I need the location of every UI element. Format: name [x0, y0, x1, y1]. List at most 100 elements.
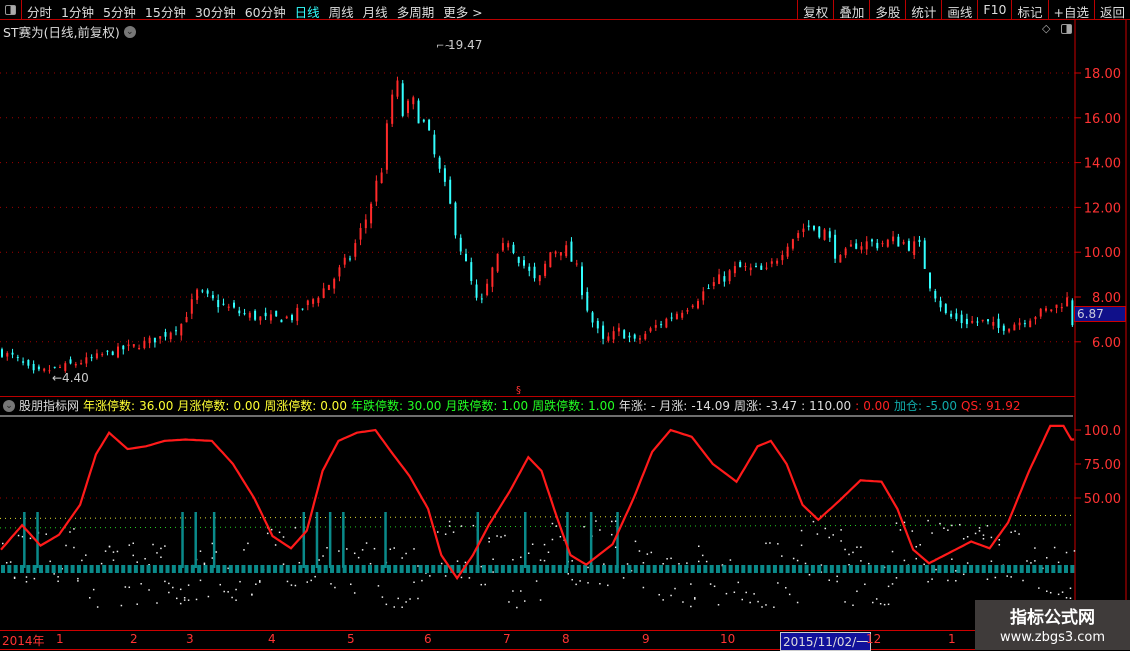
event-marker-icon[interactable]: § [516, 385, 521, 396]
panel-icon[interactable] [1061, 24, 1072, 34]
candle [1008, 328, 1011, 334]
scatter-dot [982, 538, 985, 540]
scatter-dot [990, 560, 993, 562]
indicator-field-label: 周涨停数: [264, 399, 317, 413]
candle [227, 303, 230, 311]
scatter-dot [235, 588, 237, 591]
candle [169, 331, 172, 343]
tab-period[interactable]: 分时 [27, 5, 53, 20]
candle [581, 262, 583, 300]
tab-period[interactable]: 日线 [294, 5, 320, 20]
candle [90, 354, 93, 362]
watermark-url: www.zbgs3.com [999, 630, 1106, 645]
scatter-dot [112, 551, 115, 553]
scatter-dot [460, 576, 463, 579]
time-label: 3 [186, 632, 194, 646]
candle [291, 313, 293, 323]
scatter-dot [1042, 567, 1044, 570]
scatter-dot [425, 572, 427, 574]
scatter-dot [508, 601, 510, 603]
toolbar-button[interactable]: 返回 [1093, 0, 1130, 20]
toolbar-button[interactable]: 统计 [905, 0, 941, 20]
base-bar [545, 565, 550, 573]
toolbar-button[interactable]: +自选 [1047, 0, 1094, 20]
scatter-dot [211, 542, 214, 545]
base-bar [640, 565, 645, 573]
base-bar [152, 565, 157, 573]
base-bar [494, 565, 499, 573]
candle [855, 239, 858, 250]
base-bar [829, 565, 834, 573]
panel-toggle-button[interactable] [0, 0, 22, 19]
chevron-down-icon[interactable]: ⌄ [123, 25, 136, 38]
base-bar [1026, 565, 1031, 573]
high-price-label: 19.47 [448, 38, 482, 52]
scatter-dot [911, 530, 914, 532]
tab-period[interactable]: 多周期 [396, 5, 435, 20]
toolbar-button[interactable]: 多股 [869, 0, 905, 20]
scatter-dot [156, 602, 158, 604]
scatter-dot [820, 571, 823, 573]
scatter-dot [77, 580, 79, 582]
toolbar-button[interactable]: 画线 [941, 0, 977, 20]
candle [718, 268, 721, 285]
base-bar [589, 565, 594, 573]
scatter-dot [199, 579, 202, 582]
scatter-dot [955, 580, 957, 582]
candle [1013, 322, 1016, 331]
time-label: 2 [130, 632, 138, 646]
indicator-field-value: -3.47 [766, 398, 798, 413]
scatter-dot [595, 520, 597, 522]
toolbar-button[interactable]: 标记 [1011, 0, 1047, 20]
base-bar [247, 565, 252, 573]
scatter-dot [978, 527, 981, 529]
scatter-dot [626, 563, 629, 565]
candle [338, 264, 341, 282]
scatter-dot [571, 560, 573, 562]
candle [1060, 302, 1063, 313]
scatter-dot [504, 534, 506, 537]
toolbar-button[interactable]: F10 [977, 0, 1011, 19]
indicator-field-value: 0.00 [233, 398, 261, 413]
tab-period[interactable]: 5分钟 [102, 5, 136, 20]
base-bar [222, 565, 227, 573]
candle [776, 258, 779, 267]
scatter-dot [152, 543, 154, 546]
candle [728, 269, 731, 285]
scatter-dot [630, 569, 633, 572]
chevron-down-icon[interactable]: ⌄ [3, 399, 15, 412]
base-bar [336, 565, 341, 573]
scatter-dot [745, 591, 747, 594]
base-bar [1045, 565, 1049, 573]
tab-period[interactable]: 30分钟 [194, 5, 236, 20]
scatter-dot [903, 521, 906, 524]
watermark: 指标公式网 www.zbgs3.com [975, 600, 1130, 650]
scatter-dot [709, 583, 712, 585]
candle [881, 240, 884, 247]
tab-period[interactable]: 更多 > [443, 5, 483, 20]
base-bar [342, 565, 347, 573]
scatter-dot [488, 537, 490, 539]
toolbar-button[interactable]: 复权 [797, 0, 833, 20]
candle [897, 233, 900, 247]
candle [317, 296, 320, 307]
scatter-dot [353, 592, 356, 594]
right-buttons: 复权 叠加 多股 统计 画线 F10 标记 +自选 返回 [797, 0, 1130, 20]
toolbar-button[interactable]: 叠加 [833, 0, 869, 20]
scatter-dot [729, 559, 732, 561]
tab-period[interactable]: 月线 [362, 5, 388, 20]
scatter-dot [567, 573, 569, 575]
base-bar [108, 565, 113, 573]
scatter-dot [816, 533, 819, 535]
tab-period[interactable]: 15分钟 [144, 5, 186, 20]
tab-period[interactable]: 周线 [328, 5, 354, 20]
scatter-dot [650, 551, 653, 554]
diamond-icon[interactable]: ◇ [1042, 22, 1051, 35]
scatter-dot [978, 530, 981, 532]
scatter-dot [183, 597, 186, 599]
candle [312, 297, 315, 308]
tab-period[interactable]: 60分钟 [244, 5, 286, 20]
tab-period[interactable]: 1分钟 [61, 5, 94, 20]
candle [871, 238, 873, 247]
